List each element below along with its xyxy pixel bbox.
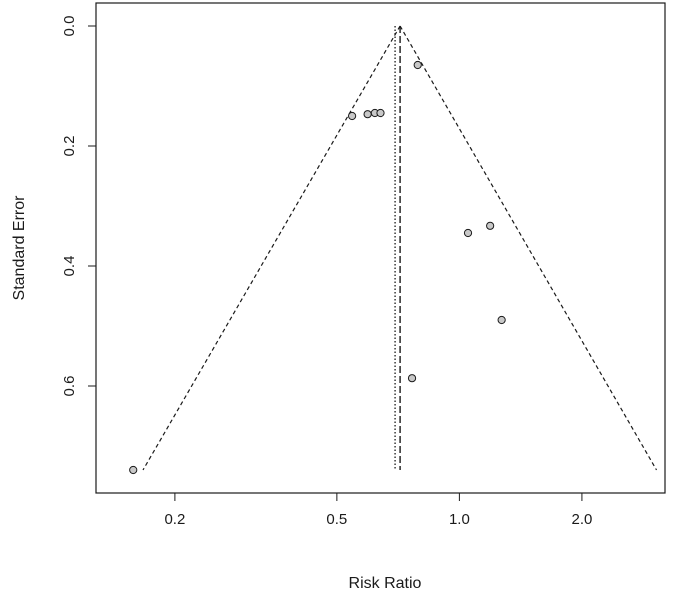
funnel-right-boundary <box>399 25 658 471</box>
x-axis: 0.2 0.5 1.0 2.0 <box>164 492 592 528</box>
data-point <box>486 221 495 230</box>
y-tick-label: 0.2 <box>61 136 78 157</box>
y-axis-label: Standard Error <box>11 195 28 301</box>
x-tick-label: 1.0 <box>449 511 470 528</box>
funnel-lines <box>142 25 658 471</box>
x-tick-label: 2.0 <box>571 511 592 528</box>
data-point <box>463 228 473 238</box>
x-tick-label: 0.5 <box>326 511 347 528</box>
data-point <box>407 374 417 383</box>
x-axis-label: Risk Ratio <box>349 575 422 592</box>
x-tick-label: 0.2 <box>164 511 185 528</box>
y-tick-label: 0.4 <box>61 256 78 277</box>
plot-frame <box>95 2 666 494</box>
data-points <box>129 60 506 475</box>
y-tick-label: 0.6 <box>61 376 78 397</box>
data-point <box>376 108 385 118</box>
data-point <box>413 60 422 70</box>
data-point <box>347 111 357 121</box>
funnel-left-boundary <box>142 25 401 471</box>
data-point <box>363 110 372 119</box>
data-point <box>129 465 138 475</box>
y-tick-label: 0.0 <box>61 16 78 37</box>
y-axis: 0.0 0.2 0.4 0.6 <box>61 16 97 397</box>
data-point <box>497 315 506 325</box>
